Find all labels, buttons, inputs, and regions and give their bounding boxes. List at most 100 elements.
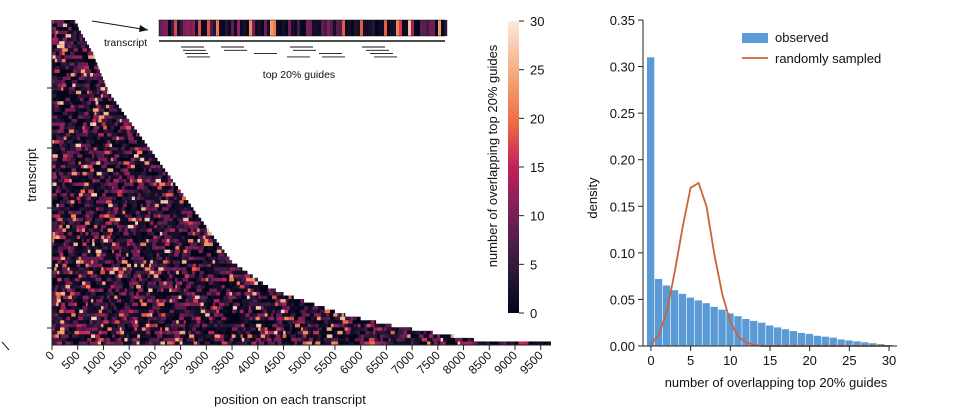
heatmap-cell xyxy=(100,299,103,304)
heatmap-cell xyxy=(166,277,173,282)
heatmap-cell xyxy=(89,221,95,226)
heatmap-cell xyxy=(98,256,104,261)
heatmap-cell xyxy=(378,323,382,328)
heatmap-cell xyxy=(183,224,189,229)
heatmap-x-tick-label: 8000 xyxy=(440,348,469,377)
heatmap-cell xyxy=(75,133,82,137)
heatmap-cell xyxy=(136,267,141,272)
heatmap-cell xyxy=(121,299,127,304)
heatmap-row xyxy=(52,154,155,159)
heatmap-cell xyxy=(264,302,271,307)
heatmap-cell xyxy=(52,108,55,113)
hist-x-tick-label: 25 xyxy=(842,353,856,368)
heatmap-cell xyxy=(121,316,125,321)
heatmap-cell xyxy=(74,330,80,335)
heatmap-cell xyxy=(209,242,214,247)
heatmap-cell xyxy=(260,281,263,286)
heatmap-cell xyxy=(141,327,146,332)
heatmap-cell xyxy=(137,263,141,268)
heatmap-cell xyxy=(144,161,150,166)
heatmap-cell xyxy=(314,320,318,325)
heatmap-cell xyxy=(219,299,224,304)
heatmap-cell xyxy=(52,175,57,180)
heatmap-cell xyxy=(136,228,141,233)
heatmap-cell xyxy=(98,150,105,155)
heatmap-cell xyxy=(57,210,63,215)
heatmap-cell xyxy=(94,313,100,318)
heatmap-cell xyxy=(228,299,233,304)
heatmap-cell xyxy=(83,309,87,314)
inset-strip-cell xyxy=(369,20,373,36)
heatmap-cell xyxy=(256,341,259,346)
heatmap-cell xyxy=(154,168,158,173)
heatmap-cell xyxy=(166,239,170,243)
heatmap-cell xyxy=(388,337,392,342)
hist-y-ticks: 0.000.050.100.150.200.250.300.35 xyxy=(610,13,643,354)
heatmap-cell xyxy=(123,249,128,254)
inset-strip-cell xyxy=(213,20,217,36)
heatmap-cell xyxy=(197,221,201,226)
heatmap-cell xyxy=(55,284,59,289)
heatmap-cell xyxy=(122,203,127,208)
heatmap-cell xyxy=(359,341,365,346)
heatmap-cell xyxy=(92,270,97,275)
heatmap-cell xyxy=(241,323,245,328)
heatmap-cell xyxy=(174,334,181,339)
heatmap-cell xyxy=(145,323,150,328)
heatmap-cell xyxy=(76,224,82,229)
heatmap-cell xyxy=(217,306,221,311)
heatmap-cell xyxy=(119,246,123,251)
heatmap-cell xyxy=(157,193,163,198)
heatmap-cell xyxy=(288,295,292,300)
heatmap-cell xyxy=(208,239,213,243)
heatmap-cell xyxy=(68,249,73,254)
heatmap-cell xyxy=(93,147,97,152)
heatmap-cell xyxy=(52,221,58,226)
heatmap-cell xyxy=(163,288,170,293)
heatmap-y-ticks xyxy=(47,87,52,329)
heatmap-cell xyxy=(127,249,132,254)
heatmap-cell xyxy=(191,327,197,332)
heatmap-cell xyxy=(111,341,115,346)
heatmap-cell xyxy=(185,323,190,328)
heatmap-cell xyxy=(88,150,94,155)
heatmap-cell xyxy=(98,168,104,173)
heatmap-cell xyxy=(74,200,78,205)
heatmap-cell xyxy=(77,334,82,339)
heatmap-cell xyxy=(132,221,136,226)
heatmap-cell xyxy=(54,118,60,123)
heatmap-cell xyxy=(138,154,144,159)
heatmap-cell xyxy=(89,140,95,145)
observed-bar xyxy=(694,300,702,346)
heatmap-cell xyxy=(62,37,67,42)
heatmap-cell xyxy=(186,292,192,296)
heatmap-cell xyxy=(506,341,509,346)
inset-strip-cell xyxy=(201,20,205,36)
heatmap-cell xyxy=(128,231,134,236)
heatmap-cell xyxy=(56,267,62,272)
heatmap-cell xyxy=(241,306,245,311)
heatmap-cell xyxy=(127,164,131,169)
heatmap-cell xyxy=(548,341,551,346)
heatmap-cell xyxy=(136,249,141,254)
heatmap-cell xyxy=(106,292,110,296)
heatmap-cell xyxy=(177,235,183,240)
heatmap-cell xyxy=(64,178,70,183)
heatmap-cell xyxy=(141,147,147,152)
heatmap-row xyxy=(52,168,166,173)
heatmap-cell xyxy=(124,320,128,325)
heatmap-cell xyxy=(72,281,76,286)
heatmap-cell xyxy=(131,125,135,130)
heatmap-cell xyxy=(306,309,312,314)
heatmap-cell xyxy=(471,341,475,346)
heatmap-cell xyxy=(101,200,106,205)
heatmap-cell xyxy=(100,242,105,247)
heatmap-cell xyxy=(83,80,87,84)
heatmap-cell xyxy=(165,299,170,304)
heatmap-cell xyxy=(153,249,160,254)
heatmap-cell xyxy=(245,313,250,318)
heatmap-cell xyxy=(87,90,90,95)
heatmap-cell xyxy=(106,118,113,123)
heatmap-cell xyxy=(107,210,111,215)
heatmap-cell xyxy=(141,239,147,243)
